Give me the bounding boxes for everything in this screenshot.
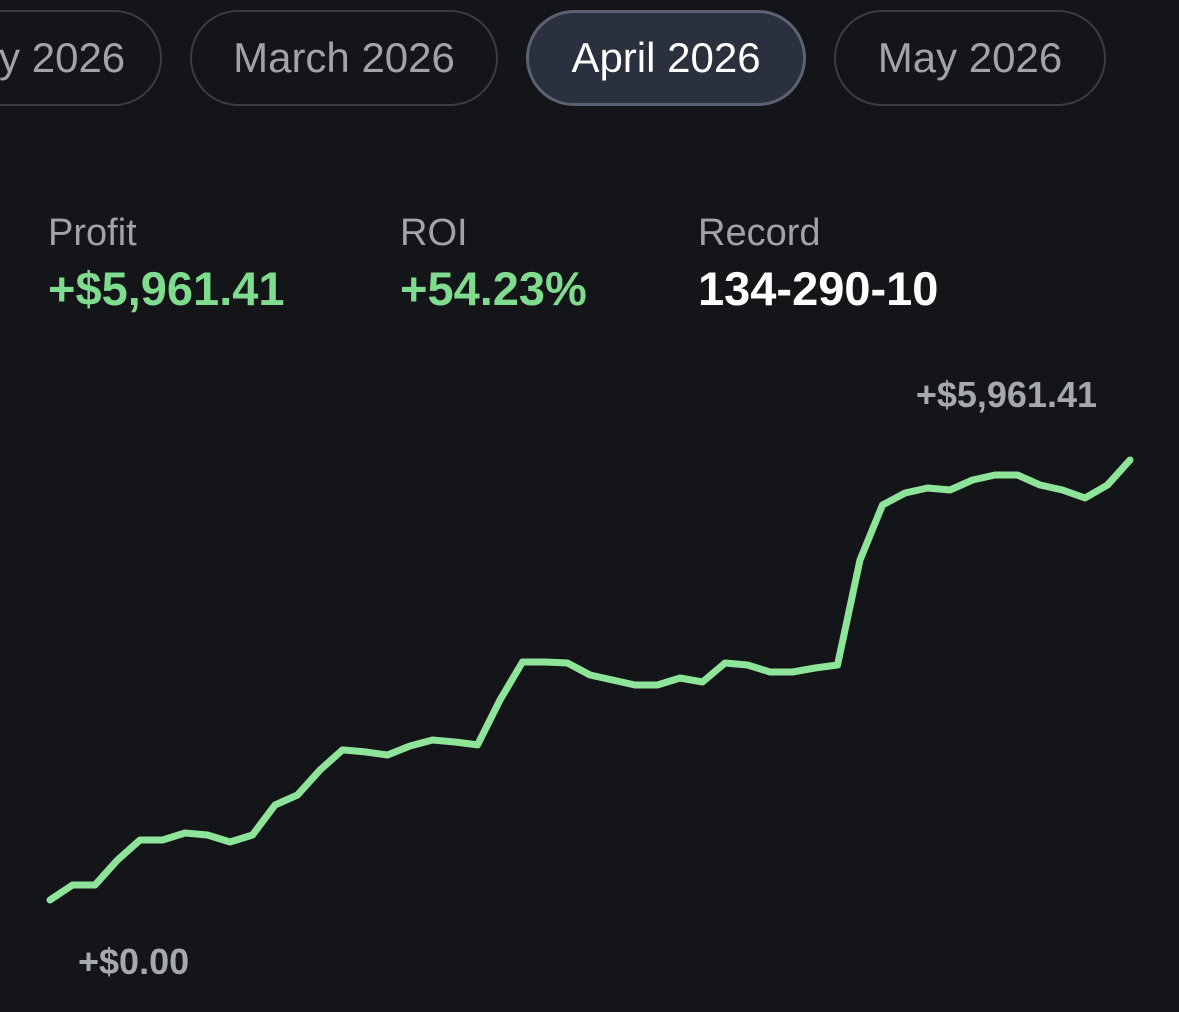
month-tab[interactable]: April 2026 [526, 10, 806, 106]
month-tab[interactable]: February 2026 [0, 10, 162, 106]
stat-label: ROI [400, 212, 468, 254]
stat-value: +$5,961.41 [48, 262, 285, 315]
stat-label: Profit [48, 212, 137, 254]
stat: Record 134-290-10 [698, 212, 938, 316]
month-tab[interactable]: May 2026 [834, 10, 1106, 106]
profit-line [46, 456, 1134, 904]
value-label: +$5,961.41 [916, 374, 1097, 415]
stat: Profit +$5,961.41 [48, 212, 285, 316]
stat-value: +54.23% [400, 262, 587, 315]
month-tab[interactable]: March 2026 [190, 10, 498, 106]
stat: ROI +54.23% [400, 212, 587, 316]
value-label: +$0.00 [78, 941, 189, 982]
stat-label: Record [698, 212, 821, 254]
stat-value: 134-290-10 [698, 262, 939, 315]
